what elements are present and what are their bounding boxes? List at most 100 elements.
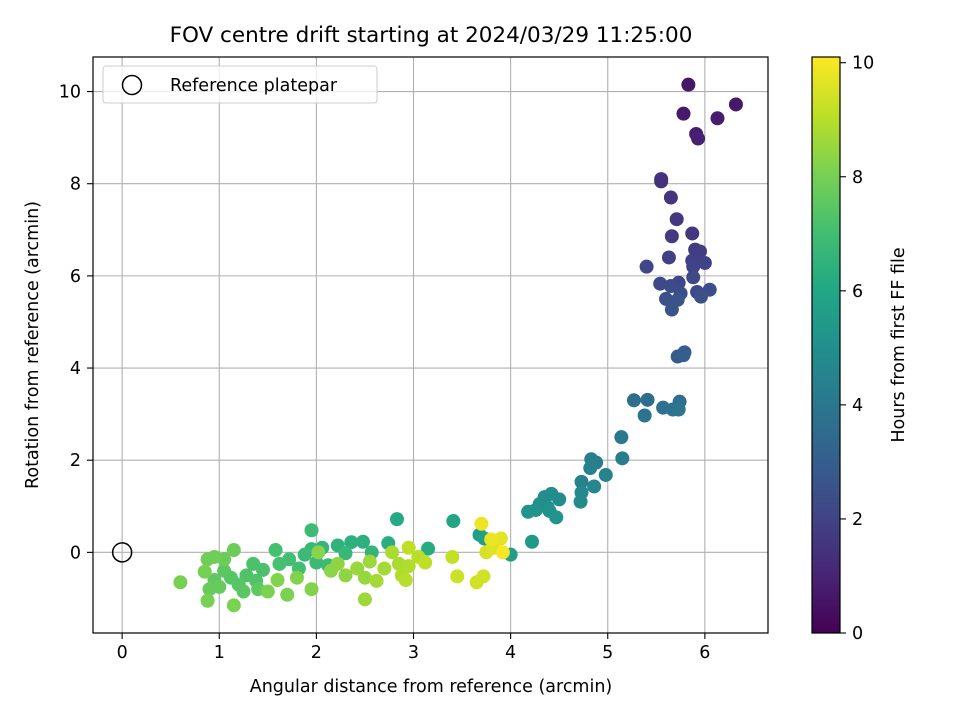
data-point bbox=[226, 543, 241, 558]
data-point bbox=[357, 570, 372, 585]
colorbar-tick-label: 2 bbox=[852, 510, 863, 530]
data-point bbox=[474, 516, 489, 531]
x-tick-label: 4 bbox=[505, 643, 516, 663]
plot-frame bbox=[92, 56, 769, 634]
data-point bbox=[202, 582, 217, 597]
colorbar-label: Hours from first FF file bbox=[889, 247, 909, 442]
data-point bbox=[653, 276, 668, 291]
data-point bbox=[197, 564, 212, 579]
x-tick-label: 1 bbox=[214, 643, 225, 663]
data-point bbox=[728, 97, 743, 112]
x-axis-ticks: 0 1 2 3 4 5 6 bbox=[117, 633, 710, 663]
data-point bbox=[450, 569, 465, 584]
data-point bbox=[693, 289, 708, 304]
data-point bbox=[685, 226, 700, 241]
y-axis-label: Rotation from reference (arcmin) bbox=[23, 201, 43, 489]
legend-reference-marker bbox=[121, 74, 143, 96]
data-point bbox=[356, 534, 370, 549]
reference-platepar-marker bbox=[111, 542, 133, 563]
data-point bbox=[289, 570, 304, 585]
legend-entry-reference-platepar: Reference platepar bbox=[170, 76, 338, 96]
y-tick-label: 4 bbox=[70, 359, 81, 379]
data-point bbox=[626, 393, 641, 408]
colorbar-tick-label: 6 bbox=[852, 282, 863, 302]
data-point bbox=[272, 556, 287, 571]
x-tick-label: 6 bbox=[699, 643, 710, 663]
data-points bbox=[173, 77, 743, 613]
x-tick-label: 2 bbox=[311, 643, 322, 663]
data-point bbox=[217, 563, 232, 578]
data-point bbox=[676, 348, 691, 363]
data-point bbox=[421, 541, 436, 556]
data-point bbox=[389, 512, 404, 527]
x-axis-label: Angular distance from reference (arcmin) bbox=[250, 677, 613, 697]
data-point bbox=[598, 467, 613, 482]
y-tick-label: 0 bbox=[70, 543, 81, 563]
data-point bbox=[350, 561, 365, 576]
data-point bbox=[573, 494, 588, 509]
data-point bbox=[344, 535, 359, 550]
colorbar-tick-label: 10 bbox=[852, 54, 874, 74]
data-point bbox=[697, 255, 712, 270]
data-point bbox=[495, 545, 510, 560]
data-point bbox=[669, 212, 684, 227]
data-point bbox=[686, 259, 701, 274]
data-point bbox=[693, 244, 708, 259]
data-point bbox=[357, 592, 372, 607]
data-point bbox=[200, 593, 215, 608]
data-point bbox=[676, 106, 691, 121]
y-axis-ticks: 0 2 4 6 8 10 bbox=[59, 83, 93, 563]
y-tick-label: 8 bbox=[70, 175, 81, 195]
data-point bbox=[663, 279, 678, 294]
data-point bbox=[246, 556, 261, 571]
data-point bbox=[338, 546, 353, 561]
data-point bbox=[484, 532, 499, 547]
data-point bbox=[173, 575, 188, 590]
data-point bbox=[664, 229, 679, 244]
data-point bbox=[615, 451, 630, 466]
data-point bbox=[401, 540, 416, 555]
legend-box bbox=[102, 65, 378, 104]
data-point bbox=[664, 302, 679, 317]
colorbar: 0 2 4 6 8 10 Hours from first FF file bbox=[811, 54, 909, 644]
data-point bbox=[654, 174, 669, 189]
colorbar-tick-label: 4 bbox=[852, 396, 863, 416]
data-point bbox=[236, 584, 251, 599]
grid-lines bbox=[93, 57, 768, 633]
data-point bbox=[297, 547, 312, 562]
data-point bbox=[476, 569, 491, 584]
data-point bbox=[385, 545, 400, 560]
data-point bbox=[659, 291, 674, 306]
y-tick-label: 10 bbox=[59, 83, 81, 103]
data-point bbox=[304, 582, 319, 597]
data-point bbox=[338, 568, 353, 583]
data-point bbox=[226, 598, 241, 613]
y-tick-label: 6 bbox=[70, 267, 81, 287]
data-point bbox=[330, 556, 345, 571]
data-point bbox=[418, 555, 433, 570]
data-point bbox=[639, 259, 654, 274]
data-point bbox=[270, 573, 285, 588]
data-point bbox=[691, 131, 706, 146]
data-point bbox=[640, 392, 655, 407]
y-tick-label: 2 bbox=[70, 451, 81, 471]
data-point bbox=[583, 461, 598, 476]
data-point bbox=[445, 549, 460, 564]
data-point bbox=[671, 402, 686, 417]
data-point bbox=[614, 430, 629, 445]
data-point bbox=[260, 584, 275, 599]
data-point bbox=[587, 479, 602, 494]
data-point bbox=[362, 554, 377, 569]
data-point bbox=[280, 587, 295, 602]
data-point bbox=[686, 270, 701, 285]
data-point bbox=[663, 190, 678, 205]
data-point bbox=[207, 549, 222, 564]
legend: Reference platepar bbox=[102, 65, 378, 104]
colorbar-ticks: 0 2 4 6 8 10 bbox=[840, 54, 874, 644]
x-tick-label: 0 bbox=[117, 643, 128, 663]
colorbar-tick-label: 8 bbox=[852, 168, 863, 188]
data-point bbox=[524, 534, 539, 549]
data-point bbox=[311, 545, 326, 560]
data-point bbox=[681, 77, 696, 92]
